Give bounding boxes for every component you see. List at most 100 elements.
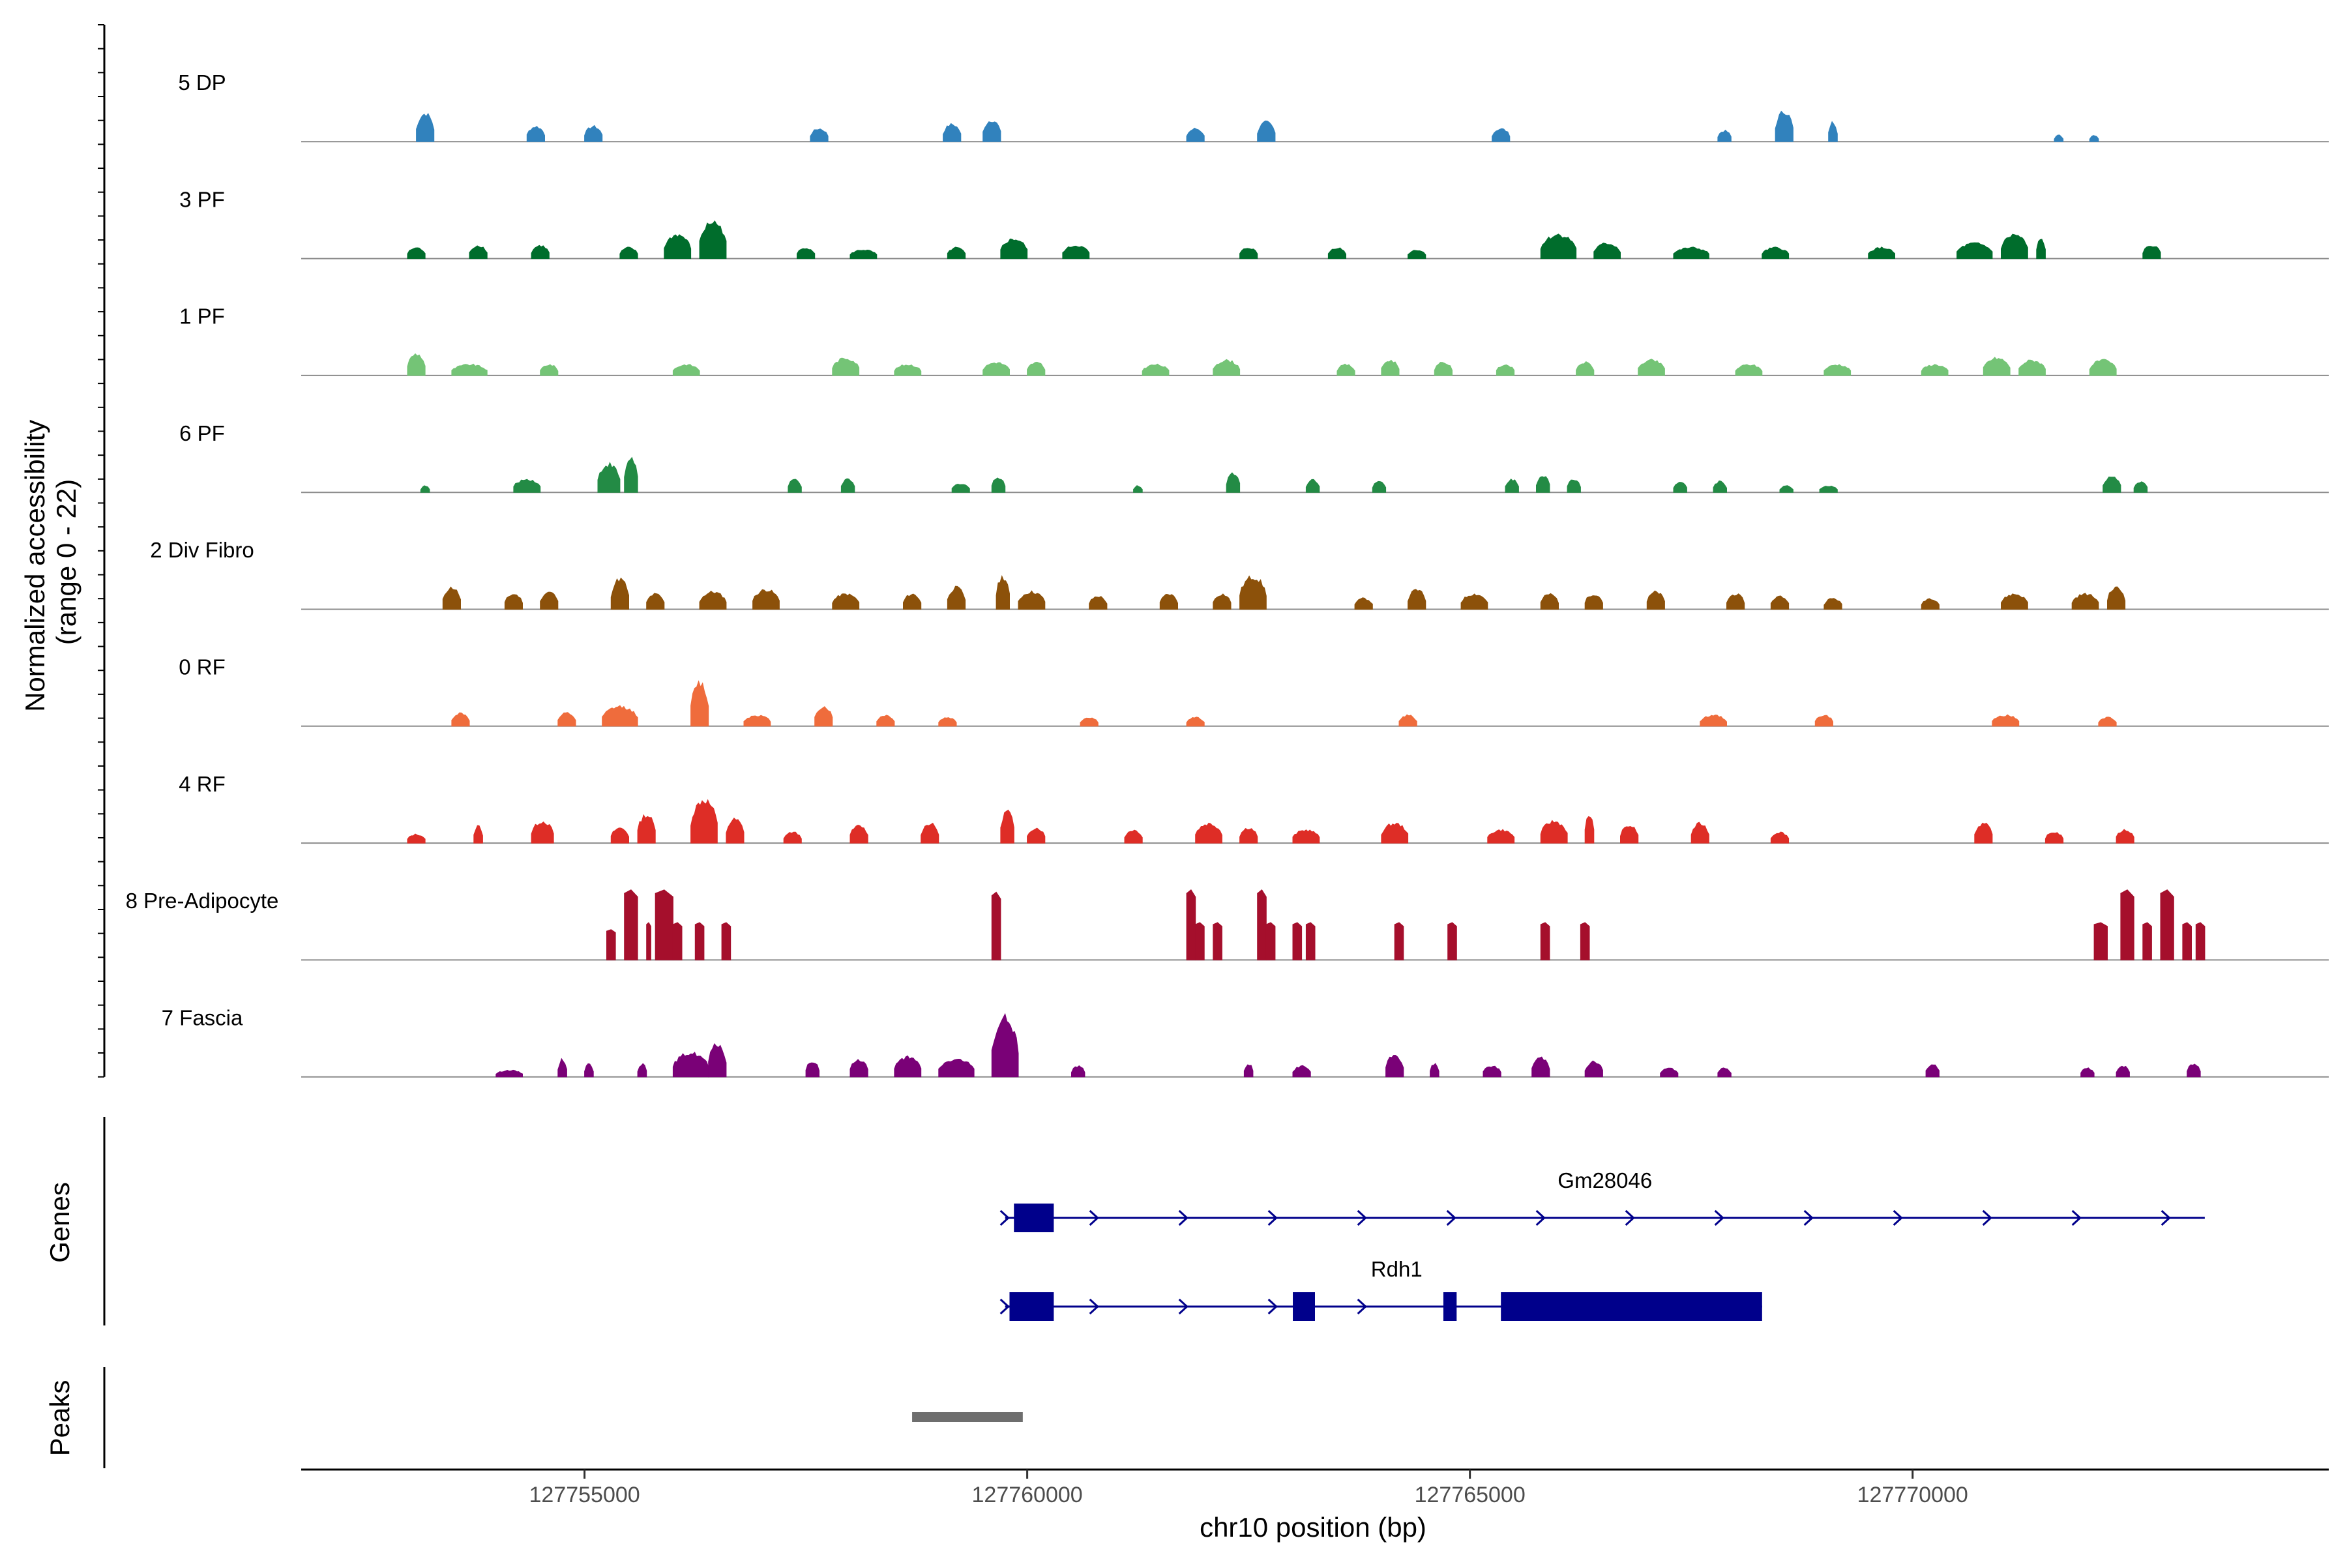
coverage-peak [1584,1060,1603,1078]
coverage-peak [2098,717,2117,727]
coverage-peak [690,799,718,844]
coverage-peak [504,594,523,610]
coverage-peak [655,889,673,960]
coverage-peak [646,922,651,960]
coverage-peak [694,922,705,960]
coverage-peak [1408,589,1426,610]
coverage-peak [469,245,488,259]
strand-arrow [1625,1209,1635,1226]
coverage-peak [513,479,541,493]
coverage-peak [1018,590,1046,610]
coverage-peak [602,705,638,727]
coverage-y-axis [98,24,106,1078]
strand-arrow [1893,1209,1903,1226]
exon-block [1443,1292,1457,1321]
coverage-peak [699,591,727,610]
coverage-peak [584,125,603,142]
strand-arrow [1714,1209,1724,1226]
track-2: 1 PF [179,304,2329,376]
coverage-peak [495,1069,523,1078]
coverage-peak [1646,590,1665,610]
coverage-peak [947,246,966,259]
coverage-peak [1992,714,2020,727]
coverage-peak [1921,598,1940,610]
coverage-peak [1593,243,1621,259]
strand-arrow [1446,1209,1456,1226]
coverage-peak [1336,363,1355,376]
coverage-peak [1062,245,1090,259]
genes-panel-title: Genes [44,1182,75,1263]
coverage-peak [951,483,970,493]
coverage-peak [1828,121,1838,142]
coverage-peak [1540,820,1568,844]
coverage-peak [1620,825,1639,844]
coverage-peak [1292,922,1303,960]
coverage-peak [420,485,430,493]
coverage-peak [752,589,780,610]
strand-arrow [999,1298,1010,1315]
coverage-peak [2142,922,2152,960]
coverage-peak [1823,598,1842,610]
coverage-peak [840,478,855,493]
coverage-peak [1775,110,1793,142]
coverage-peak [1540,233,1577,259]
coverage-peak [1398,714,1417,727]
track-5: 0 RF [179,655,2329,727]
coverage-peak [938,717,957,727]
coverage-peak [1921,364,1949,376]
coverage-peak [1213,593,1232,610]
coverage-peak [1124,829,1143,844]
coverage-peak [1460,593,1488,610]
coverage-peak [849,1059,868,1078]
coverage-peak [1496,364,1515,376]
coverage-peak [996,574,1010,610]
coverage-peak [451,363,488,376]
strand-arrow [2071,1209,2082,1226]
coverage-peak [407,833,426,844]
coverage-peak [894,364,922,376]
coverage-peak [540,591,559,610]
coverage-peak [708,1043,727,1078]
x-tick-label: 127765000 [1415,1483,1526,1507]
coverage-peak [1257,120,1276,142]
track-label-7: 8 Pre-Adipocyte [126,889,279,913]
coverage-peak [1186,127,1205,142]
coverage-peak [664,234,692,259]
y-axis-title-line-2: (range 0 - 22) [51,479,81,645]
coverage-peak [1213,922,1222,960]
gene-gm28046: Gm28046 [999,1168,2205,1232]
x-tick-label: 127755000 [529,1483,640,1507]
coverage-peak [982,121,1001,142]
coverage-peak [1239,248,1258,259]
x-tick-label: 127760000 [972,1483,1083,1507]
coverage-peak [646,593,665,610]
coverage-peak [531,821,554,844]
gene-annotation-panel: Gm28046 Rdh1 [103,1117,2205,1325]
track-3: 6 PF [179,421,2329,494]
coverage-peak [2133,481,2148,493]
coverage-peak [1186,889,1196,960]
coverage-peak [473,825,483,844]
coverage-peak [1243,1064,1254,1078]
track-label-4: 2 Div Fibro [150,538,254,562]
coverage-peak [947,585,966,610]
coverage-peak [1226,472,1241,493]
track-6: 4 RF [179,772,2329,844]
coverage-peak [2142,246,2161,259]
coverage-peak [1027,827,1046,844]
x-axis: 127755000 127760000 127765000 127770000 [301,1468,2329,1507]
coverage-peak [2001,593,2028,610]
coverage-peak [1770,595,1790,610]
coverage-peak [1735,364,1763,376]
coverage-peak [982,362,1010,376]
track-4: 2 Div Fibro [150,538,2329,610]
coverage-peak [1372,481,1387,493]
coverage-peak [1673,246,1709,259]
coverage-peak [991,477,1006,493]
coverage-peak [1770,831,1790,844]
track-label-1: 3 PF [179,187,225,211]
coverage-peak [849,249,878,259]
strand-arrow [1267,1209,1278,1226]
coverage-peak [1584,595,1603,610]
strand-arrow [1178,1298,1188,1315]
